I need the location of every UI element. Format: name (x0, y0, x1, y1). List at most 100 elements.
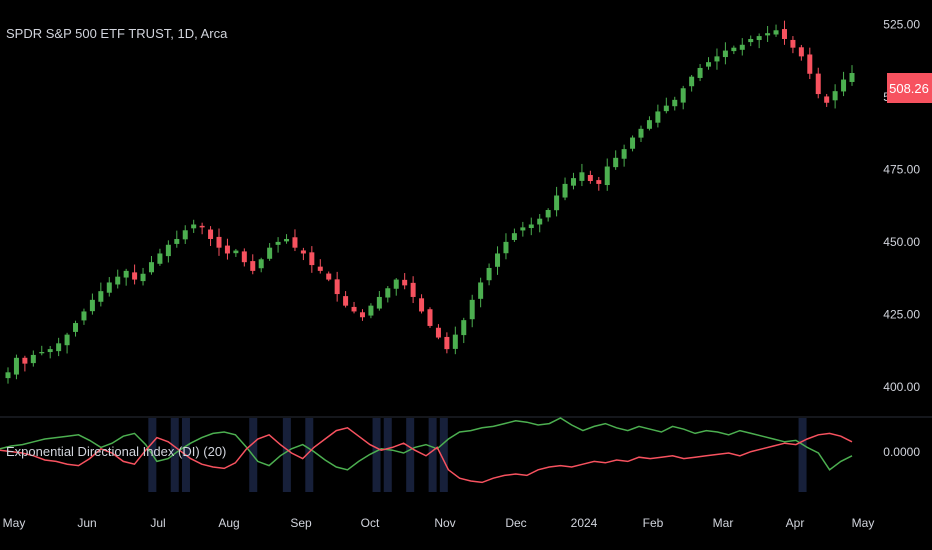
candle-body (638, 128, 644, 138)
crossover-highlight (439, 418, 448, 492)
candle-body (680, 88, 686, 103)
candle-body (30, 354, 36, 364)
candle-body (284, 238, 290, 242)
candle-body (528, 224, 534, 229)
time-tick-label: Apr (786, 516, 805, 530)
candle-body (250, 261, 256, 271)
candle-body (520, 227, 526, 231)
di-series-line (0, 426, 853, 484)
candle-body (562, 183, 568, 198)
candle-body (714, 56, 720, 62)
crossover-highlight (383, 418, 392, 492)
crossover-highlight (428, 418, 437, 492)
candle-body (191, 224, 197, 229)
candle-body (554, 195, 560, 211)
candle-body (444, 336, 450, 350)
candle-body (756, 36, 762, 41)
di-lines (0, 417, 853, 484)
last-price-badge: 508.26 (887, 73, 932, 103)
candle-body (461, 320, 467, 336)
candle-body (503, 241, 509, 254)
candle-body (722, 50, 728, 58)
candle-body (22, 357, 28, 364)
candle-body (115, 276, 121, 285)
candle-body (385, 288, 391, 298)
candle-body (359, 312, 365, 318)
candle-body (47, 349, 53, 353)
indicator-title[interactable]: Exponential Directional Index (DI) (20) (6, 444, 227, 459)
candle-body (807, 54, 813, 74)
candle-body (486, 267, 492, 281)
last-price-label: 508.26 (889, 81, 929, 96)
candle-body (731, 47, 737, 52)
candle-body (39, 352, 45, 354)
candle-body (452, 334, 458, 349)
candle-body (478, 282, 484, 299)
candle-body (697, 67, 703, 78)
candle-body (165, 244, 171, 257)
candle-body (148, 262, 154, 273)
time-tick-label: May (3, 516, 26, 530)
candle-body (334, 279, 340, 295)
symbol-title[interactable]: SPDR S&P 500 ETF TRUST, 1D, Arca (6, 26, 228, 41)
time-axis[interactable]: May Jun Jul Aug Sep Oct Nov Dec 2024 Feb Mar Apr May (3, 516, 875, 530)
candle-body (841, 79, 847, 92)
candle-body (596, 180, 602, 184)
candle-body (849, 73, 855, 82)
candle-body (781, 29, 787, 39)
candle-body (655, 111, 661, 123)
candle-body (410, 282, 416, 297)
candle-body (132, 272, 138, 280)
candle-body (123, 270, 129, 278)
candle-body (824, 96, 830, 103)
candle-body (241, 251, 247, 263)
candle-body (621, 149, 627, 159)
candle-body (64, 334, 70, 346)
time-tick-label: Mar (713, 516, 734, 530)
candle-body (613, 157, 619, 168)
candle-body (208, 229, 214, 239)
time-tick-label: Dec (505, 516, 526, 530)
time-tick-label: Sep (290, 516, 312, 530)
candle-body (646, 120, 652, 129)
candle-body (798, 47, 804, 57)
candle-body (351, 306, 357, 312)
price-candles (5, 20, 855, 384)
candle-body (706, 62, 712, 67)
candle-body (292, 237, 298, 248)
candle-body (402, 279, 408, 286)
time-tick-label: Aug (218, 516, 239, 530)
price-tick-label: 450.00 (883, 235, 920, 249)
candle-body (815, 73, 821, 95)
crossover-highlight (305, 418, 314, 492)
candle-body (587, 175, 593, 182)
time-tick-label: Jul (150, 516, 165, 530)
crossover-highlight (406, 418, 415, 492)
candle-body (343, 296, 349, 306)
last-price-box (887, 73, 932, 103)
candle-body (157, 253, 163, 264)
candle-body (309, 252, 315, 266)
candle-body (300, 250, 306, 254)
di-series-line (0, 417, 853, 471)
candle-body (832, 91, 838, 101)
candle-body (790, 39, 796, 48)
time-tick-label: Oct (361, 516, 380, 530)
candle-body (174, 238, 180, 244)
candle-body (182, 230, 188, 240)
crossover-highlight (170, 418, 179, 492)
candle-body (469, 299, 475, 320)
candle-body (368, 305, 374, 316)
candle-body (73, 323, 79, 332)
candle-body (748, 38, 754, 43)
price-tick-label: 425.00 (883, 307, 920, 321)
price-tick-label: 400.00 (883, 380, 920, 394)
candle-body (5, 372, 11, 379)
time-tick-label: May (852, 516, 875, 530)
price-tick-label: 475.00 (883, 162, 920, 176)
candle-body (393, 279, 399, 289)
candle-body (140, 273, 146, 282)
candle-body (579, 172, 585, 181)
candle-body (56, 343, 62, 352)
